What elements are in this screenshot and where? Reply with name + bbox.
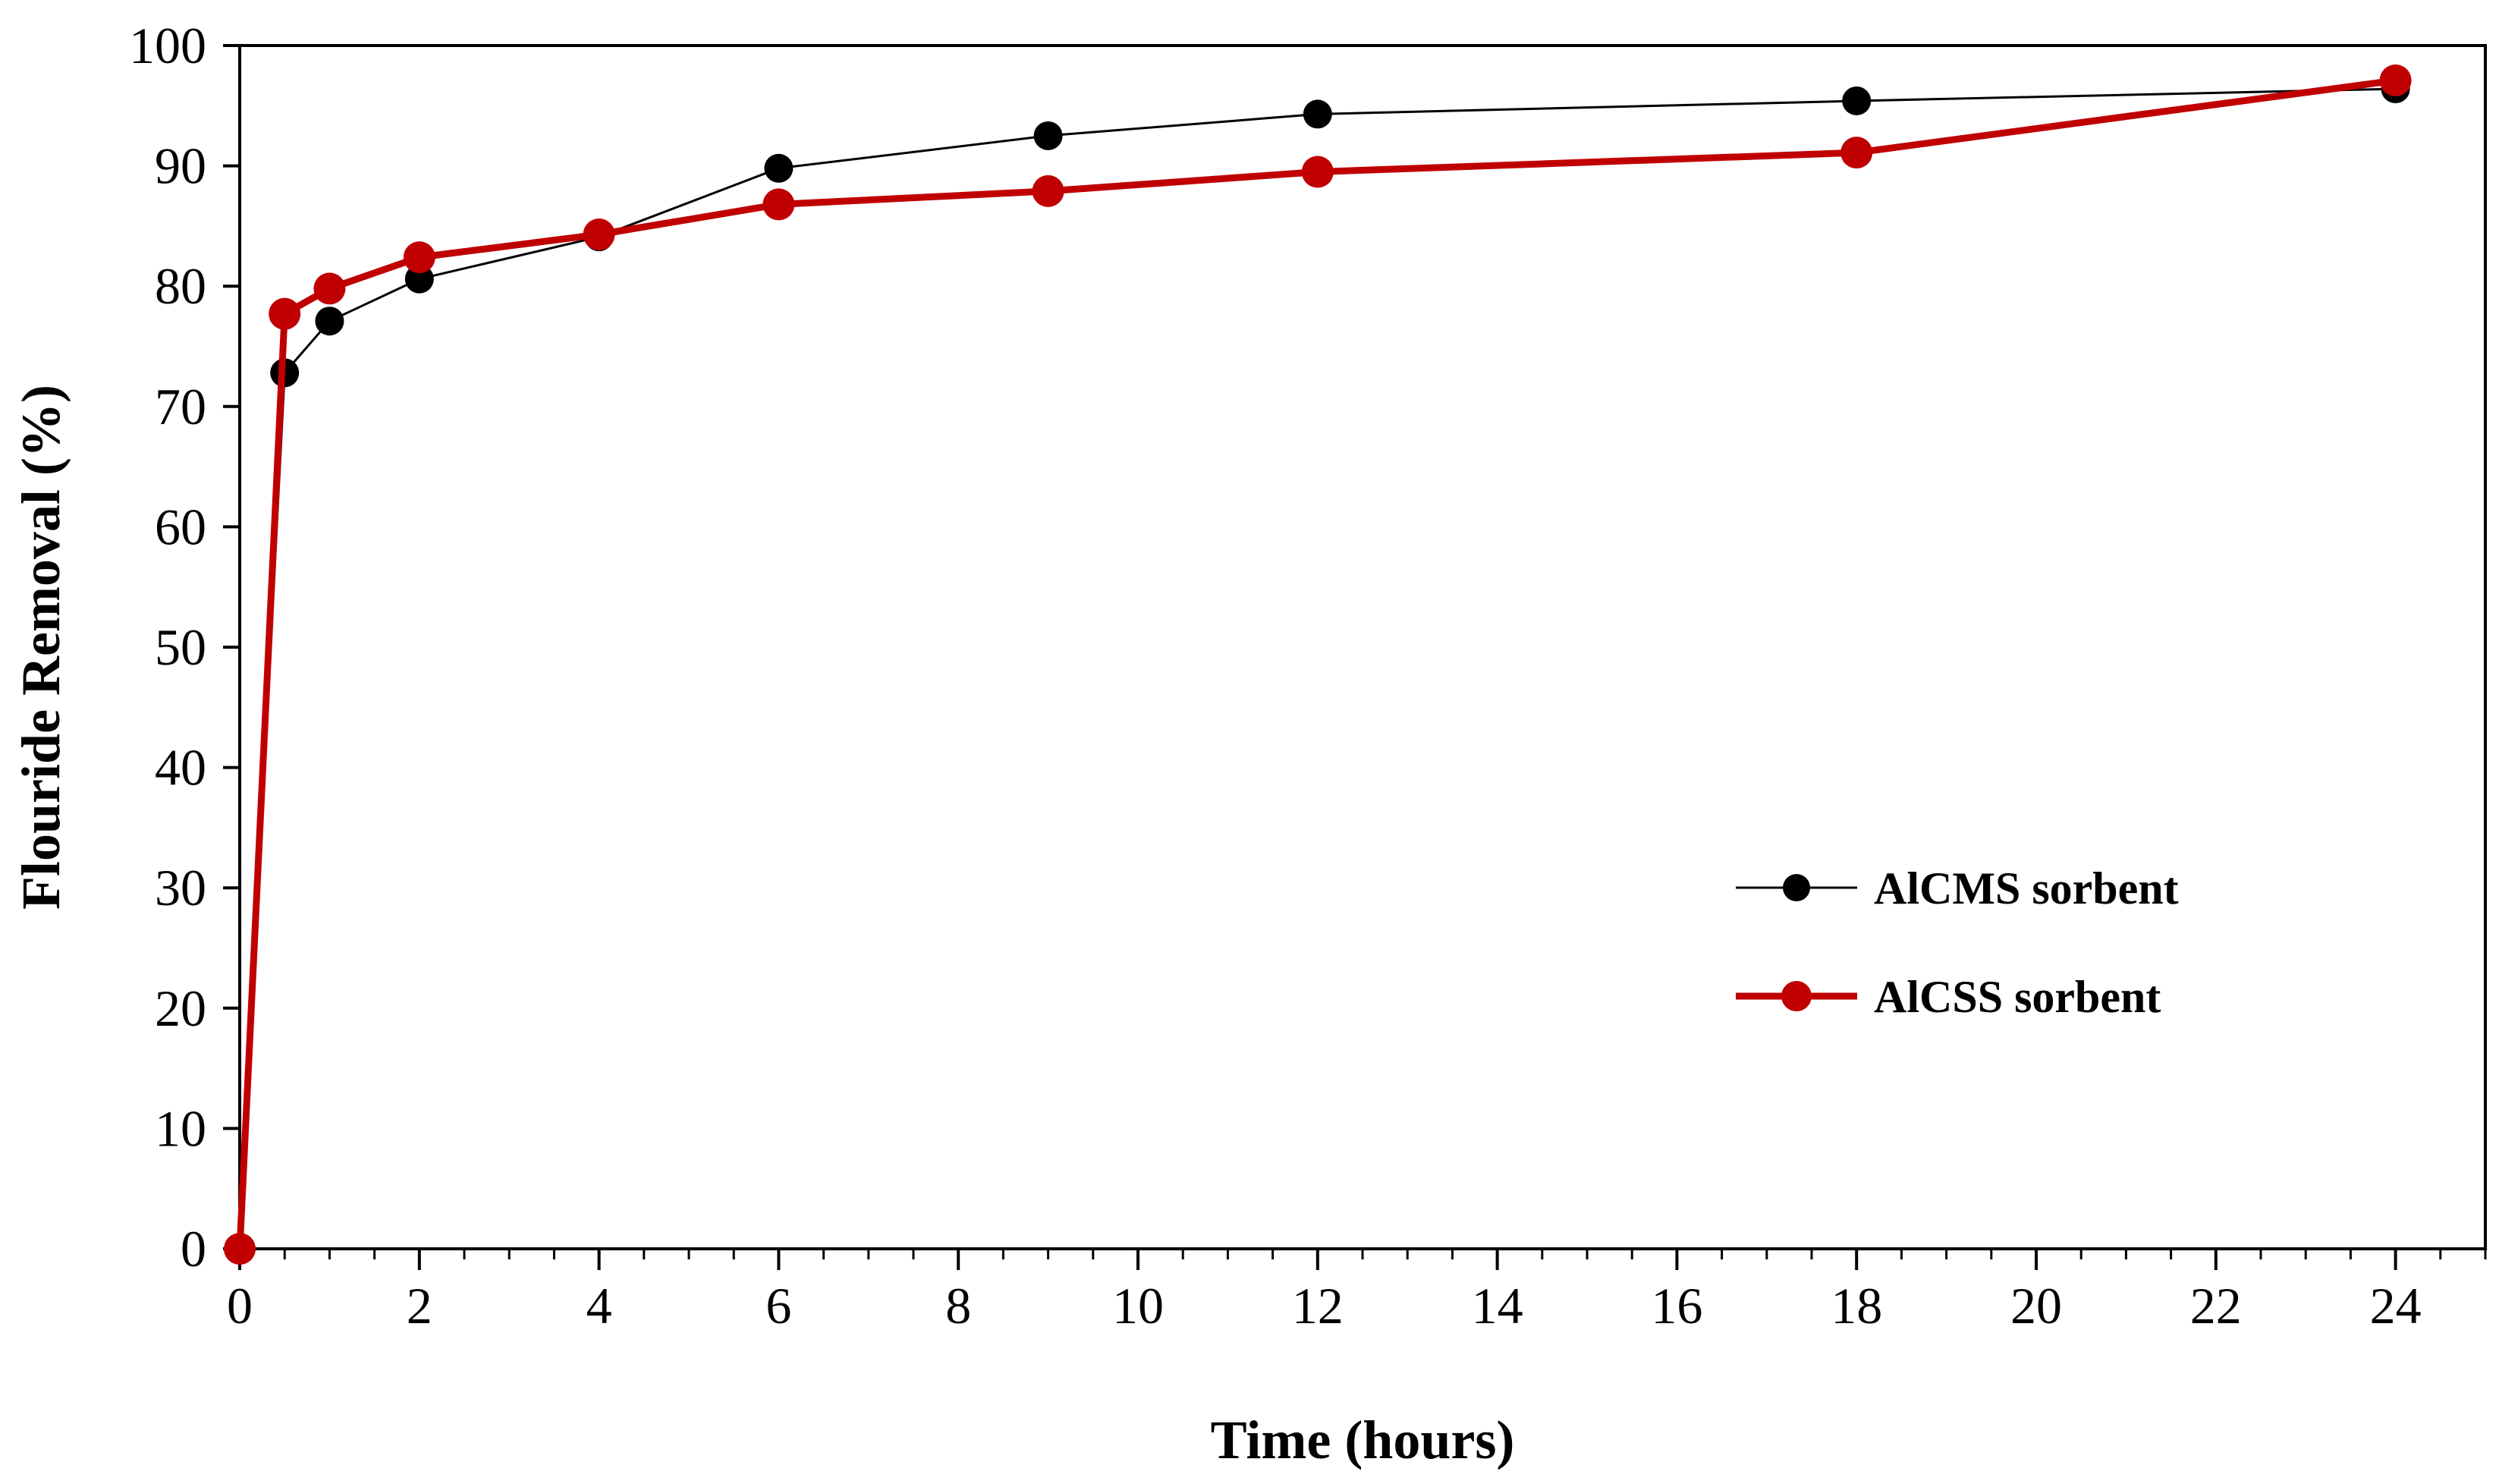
y-tick-label: 90	[155, 137, 206, 195]
x-tick-label: 6	[765, 1277, 791, 1335]
x-tick-label: 14	[1472, 1277, 1523, 1335]
data-point-alcms	[764, 153, 794, 183]
series-line-alcms	[238, 87, 2396, 1250]
y-tick-label: 40	[155, 739, 206, 797]
x-axis-title: Time (hours)	[1211, 1410, 1515, 1470]
x-tick-label: 10	[1112, 1277, 1164, 1335]
data-point-alcms	[1033, 121, 1063, 150]
data-point-alcss	[403, 241, 435, 274]
y-tick-label: 10	[155, 1099, 206, 1157]
x-tick-label: 18	[1831, 1277, 1882, 1335]
x-tick-label: 16	[1651, 1277, 1702, 1335]
data-point-alcms	[315, 307, 344, 336]
y-tick-label: 20	[155, 979, 206, 1037]
legend-label-alcss: AlCSS sorbent	[1874, 972, 2161, 1022]
y-tick-label: 50	[155, 618, 206, 676]
y-tick-label: 30	[155, 859, 206, 916]
data-point-alcss	[224, 1233, 256, 1265]
x-tick-label: 24	[2370, 1277, 2422, 1335]
data-point-alcss	[762, 188, 795, 221]
legend: AlCMS sorbent AlCSS sorbent	[1736, 863, 2179, 1022]
y-tick-label: 60	[155, 498, 206, 555]
legend-marker-alcms	[1783, 874, 1810, 901]
data-point-alcms	[404, 264, 434, 294]
data-point-alcms	[1303, 99, 1332, 129]
x-tick-label: 12	[1292, 1277, 1344, 1335]
series-layer	[224, 64, 2412, 1265]
data-point-alcss	[1301, 156, 1334, 188]
y-tick-label: 100	[129, 17, 206, 74]
x-tick-label: 4	[586, 1277, 612, 1335]
y-tick-label: 70	[155, 378, 206, 435]
x-tick-label: 22	[2190, 1277, 2242, 1335]
data-point-alcss	[2379, 64, 2412, 96]
x-tick-label: 2	[407, 1277, 432, 1335]
y-tick-label: 0	[181, 1220, 206, 1278]
x-axis: 0 2 4 6 8 10 12 14 16 18 20 22 24	[227, 1249, 2487, 1335]
plot-frame	[238, 44, 2487, 1250]
y-tick-label: 80	[155, 257, 206, 315]
data-point-alcss	[269, 297, 301, 330]
x-tick-label: 20	[2010, 1277, 2062, 1335]
series-line-alcss	[236, 77, 2397, 1250]
data-point-alcss	[583, 219, 615, 251]
data-point-alcss	[1032, 174, 1064, 207]
y-axis-title: Flouride Removal (%)	[11, 385, 71, 910]
legend-label-alcms: AlCMS sorbent	[1874, 863, 2179, 913]
legend-marker-alcss	[1781, 981, 1812, 1011]
data-point-alcss	[1840, 137, 1873, 169]
data-point-alcms	[1842, 86, 1872, 115]
x-tick-label: 8	[945, 1277, 971, 1335]
x-tick-label: 0	[227, 1277, 253, 1335]
y-axis: 0 10 20 30 40 50 60 70 80 90 100	[129, 17, 240, 1278]
data-point-alcss	[313, 272, 346, 305]
